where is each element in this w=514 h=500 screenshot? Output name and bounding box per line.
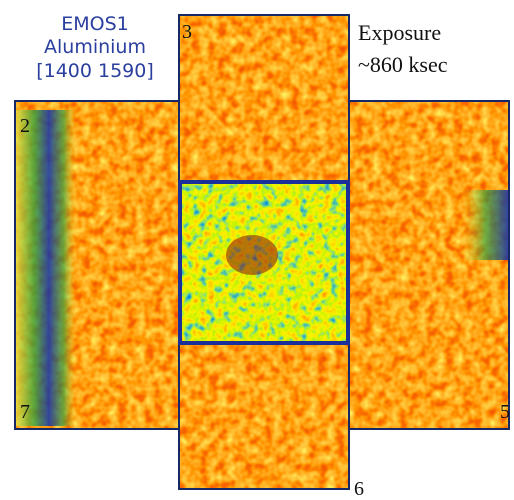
ccd-label: 3 [182,21,192,43]
filter-label: Aluminium [44,36,146,58]
edge-feature [16,110,76,426]
detector-figure: EMOS1 Aluminium [1400 1590] Exposure ~86… [0,0,514,500]
energy-range: [1400 1590] [36,60,154,82]
exposure-value: ~860 ksec [358,52,448,77]
ccd-label: 7 [20,401,30,423]
ccd-label: 5 [500,401,510,423]
central-source [226,235,278,275]
exposure-label: Exposure [358,20,441,45]
ccd-label: 6 [354,478,364,500]
edge-feature [462,190,508,260]
ccd-label: 2 [20,115,30,137]
instrument-label: EMOS1 [61,13,129,35]
